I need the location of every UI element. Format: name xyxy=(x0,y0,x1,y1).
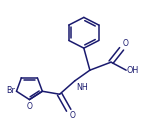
Text: OH: OH xyxy=(127,66,139,75)
Text: O: O xyxy=(69,111,75,120)
Text: O: O xyxy=(122,39,128,48)
Text: NH: NH xyxy=(76,83,88,92)
Text: O: O xyxy=(26,102,32,111)
Text: Br: Br xyxy=(6,86,15,95)
